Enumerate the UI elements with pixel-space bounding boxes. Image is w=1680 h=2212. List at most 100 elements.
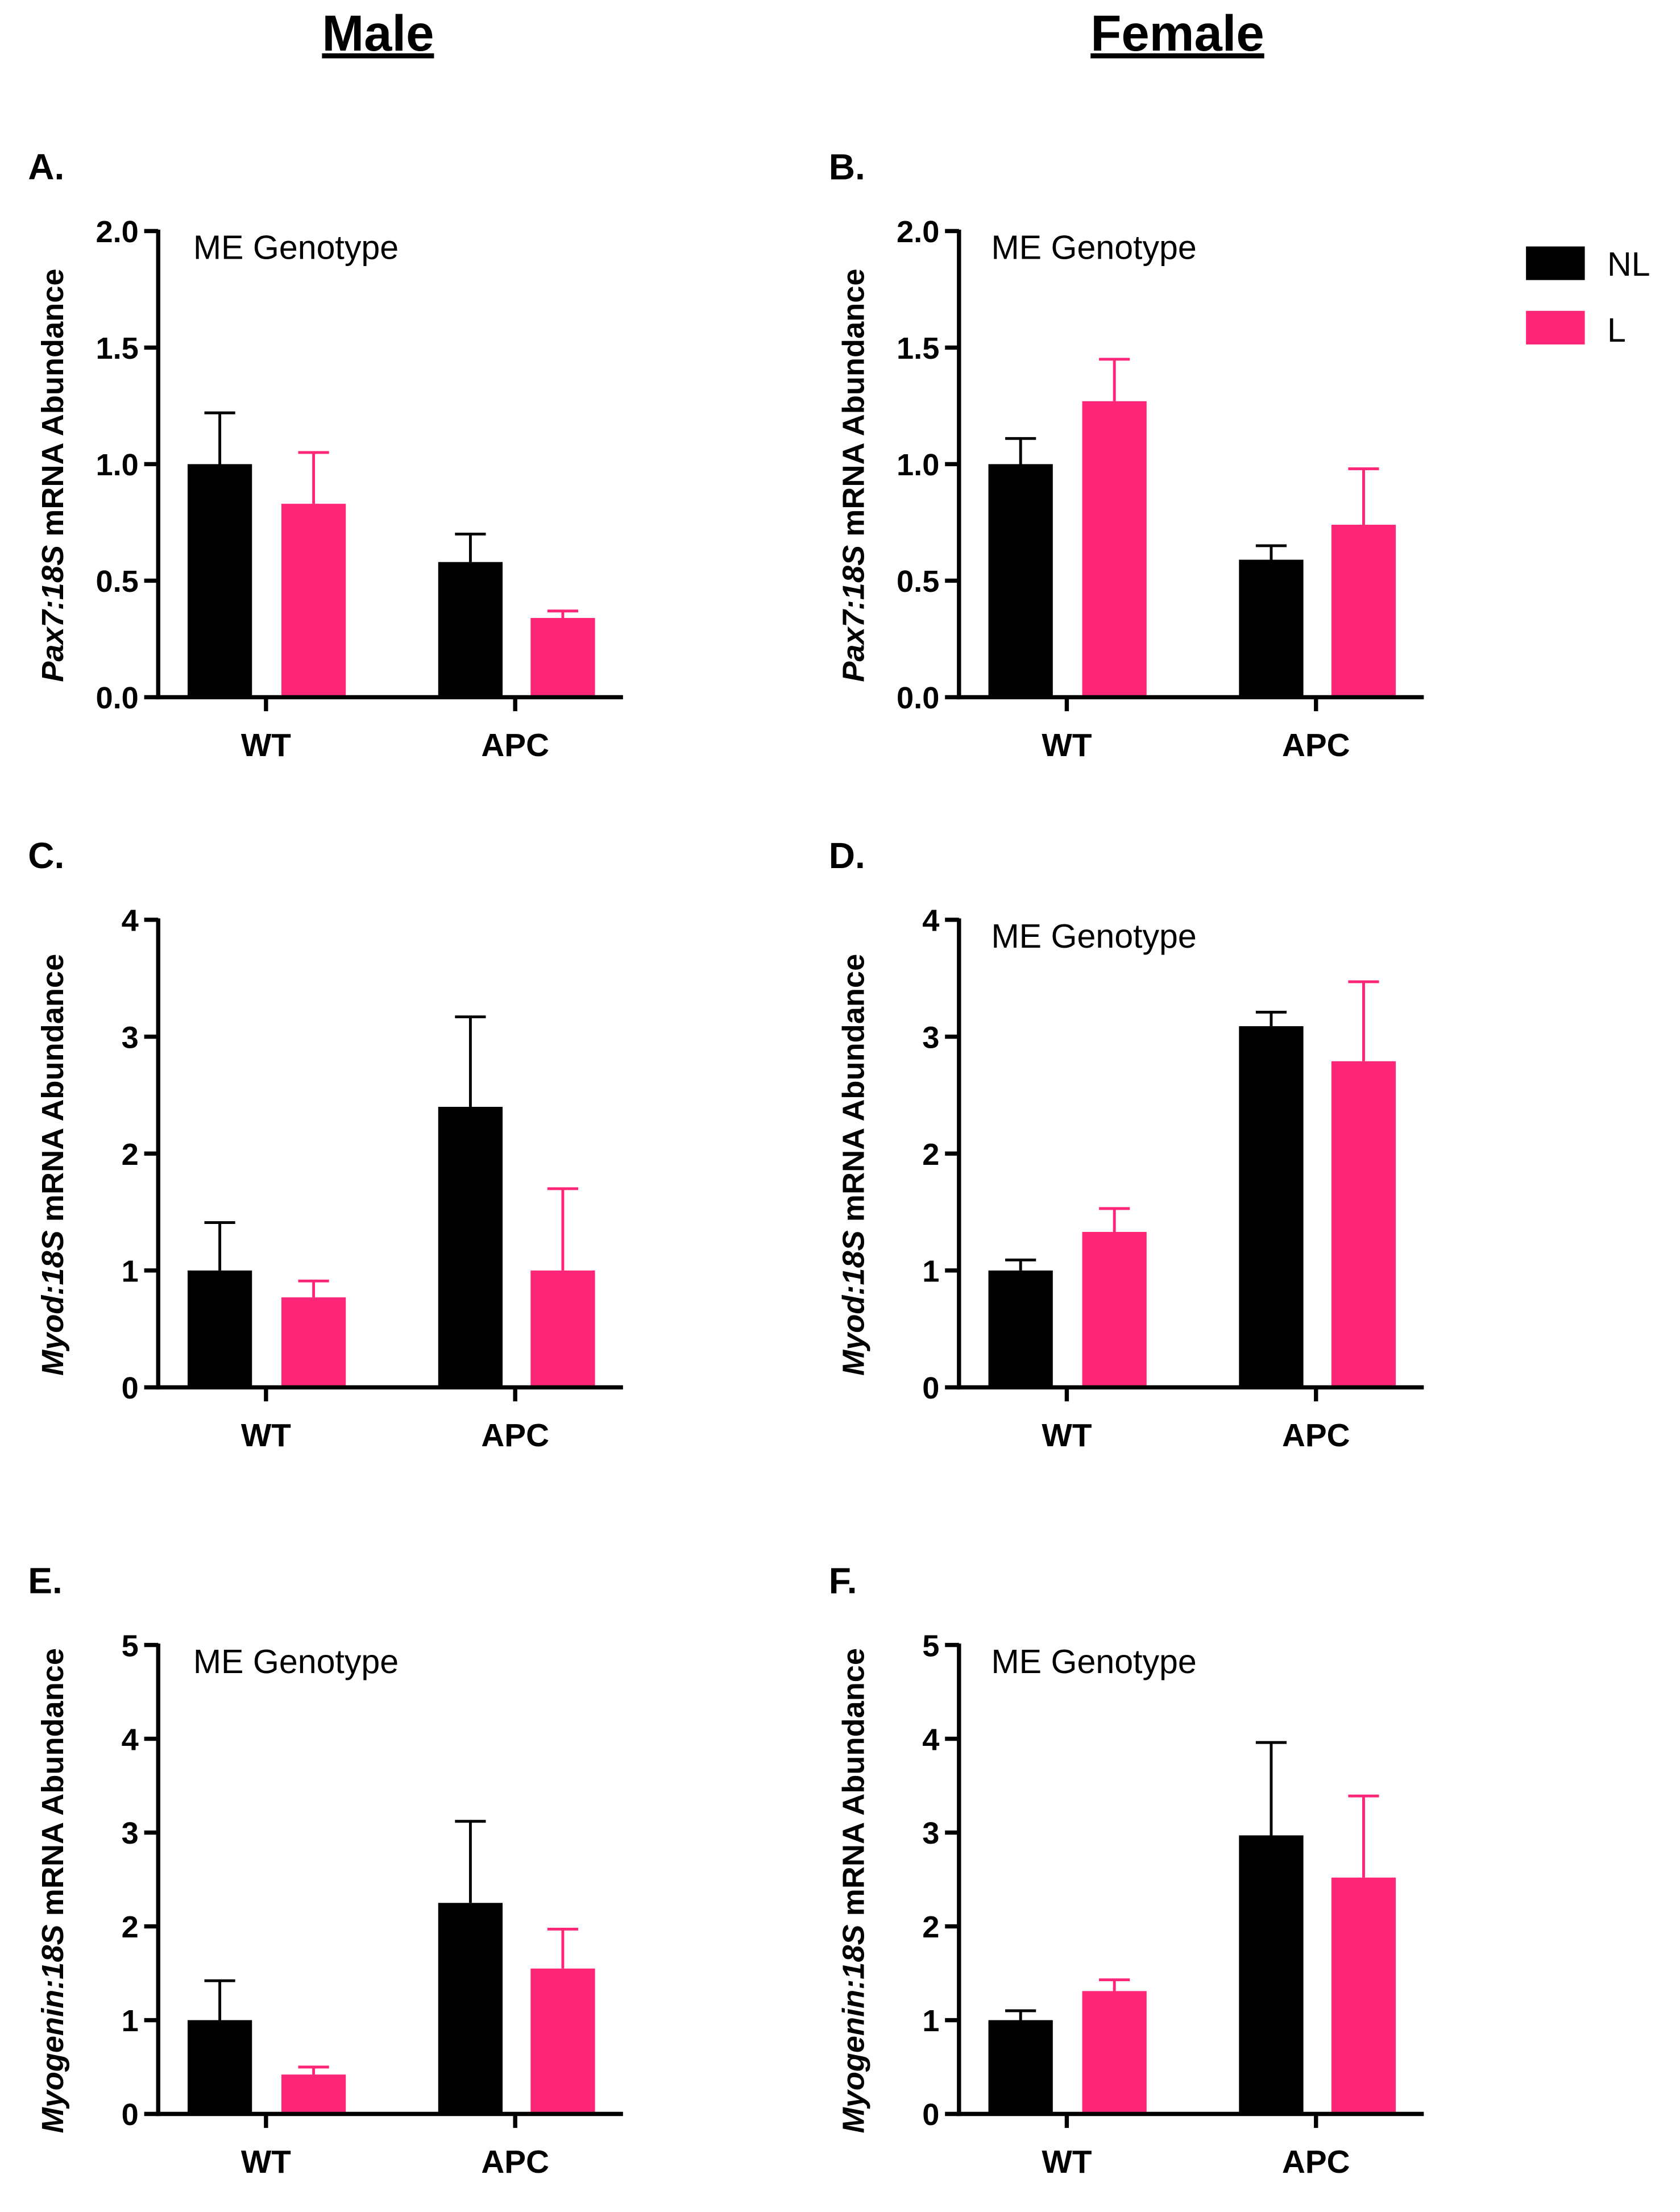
y-tick-label: 4: [122, 1723, 139, 1757]
legend-label-l: L: [1607, 311, 1626, 349]
bar-l-apc: [530, 1968, 595, 2114]
y-axis-label: Pax7:18S mRNA Abundance: [36, 268, 70, 682]
panel-d: D. Myod:18S mRNA Abundance 0 1 2 3 4 WT APC ME Ge…: [829, 835, 1424, 1454]
y-tick-label: 1.5: [897, 331, 939, 366]
y-tick-label: 0: [922, 1371, 939, 1405]
y-tick-label: 2: [922, 1910, 939, 1944]
x-tick-label: WT: [1042, 1418, 1092, 1454]
y-tick-label: 5: [122, 1629, 139, 1663]
legend-label-nl: NL: [1607, 245, 1650, 283]
y-tick-label: 1.5: [96, 331, 138, 366]
y-tick-label: 3: [922, 1020, 939, 1055]
bar-nl-apc: [438, 1106, 503, 1388]
bar-l-wt: [1082, 1231, 1147, 1388]
y-tick-label: 3: [922, 1816, 939, 1850]
x-tick-label: WT: [241, 728, 291, 763]
bar-l-apc: [530, 1270, 595, 1388]
y-tick-label: 0.5: [897, 565, 939, 599]
y-axis-label-gene: Myogenin:18S: [836, 1924, 870, 2133]
y-tick-label: 0.0: [897, 681, 939, 715]
panel-letter: A.: [28, 146, 64, 187]
y-tick-label: 1: [922, 1255, 939, 1289]
panel-c: C. Myod:18S mRNA Abundance 0 1 2 3 4 WT APC: [28, 835, 623, 1454]
x-tick-label: APC: [481, 1418, 549, 1454]
y-axis-label-rest: mRNA Abundance: [36, 268, 70, 545]
panel-letter: C.: [28, 835, 64, 876]
y-axis-label-rest: mRNA Abundance: [836, 954, 870, 1230]
x-tick-label: APC: [1282, 1418, 1350, 1454]
x-tick-label: WT: [241, 1418, 291, 1454]
y-tick-label: 0: [922, 2098, 939, 2132]
bar-l-apc: [530, 618, 595, 698]
y-tick-label: 2: [922, 1138, 939, 1172]
legend: NL L: [1526, 245, 1650, 349]
y-tick-label: 1: [922, 2004, 939, 2038]
legend-swatch-l: [1526, 310, 1585, 345]
panel-letter: B.: [829, 146, 865, 187]
y-tick-label: 2.0: [897, 215, 939, 249]
panel-letter: E.: [28, 1560, 62, 1601]
bar-nl-apc: [438, 1903, 503, 2114]
annotation-me-genotype: ME Genotype: [991, 1642, 1196, 1680]
y-axis-label-gene: Pax7:18S: [836, 545, 870, 682]
x-tick-label: APC: [481, 2144, 549, 2180]
y-axis-label-rest: mRNA Abundance: [36, 954, 70, 1230]
y-tick-label: 0.0: [96, 681, 138, 715]
x-tick-label: APC: [481, 728, 549, 763]
bar-l-wt: [281, 504, 346, 698]
bar-nl-wt: [988, 2020, 1053, 2114]
y-tick-label: 2: [122, 1138, 139, 1172]
x-tick-label: WT: [1042, 2144, 1092, 2180]
x-tick-label: WT: [241, 2144, 291, 2180]
y-tick-label: 3: [122, 1020, 139, 1055]
panel-a: A. Pax7:18S mRNA Abundance 0.0 0.5 1.0 1.5 2.0…: [28, 146, 623, 763]
bar-l-apc: [1331, 1877, 1396, 2114]
column-title-male: Male: [322, 5, 434, 61]
x-tick-label: APC: [1282, 728, 1350, 763]
y-tick-label: 1.0: [96, 448, 138, 482]
y-tick-label: 2.0: [96, 215, 138, 249]
panel-f: F. Myogenin:18S mRNA Abundance 0 1 2 3 4 5 WT APC…: [829, 1560, 1424, 2180]
y-axis-label: Myogenin:18S mRNA Abundance: [36, 1648, 70, 2134]
y-tick-label: 1.0: [897, 448, 939, 482]
annotation-me-genotype: ME Genotype: [193, 229, 399, 267]
annotation-me-genotype: ME Genotype: [991, 229, 1196, 267]
panel-letter: F.: [829, 1560, 857, 1601]
y-tick-label: 4: [922, 1723, 939, 1757]
bar-l-apc: [1331, 1061, 1396, 1388]
y-tick-label: 0: [122, 1371, 139, 1405]
y-axis-label-gene: Pax7:18S: [36, 545, 70, 682]
bar-nl-wt: [187, 2020, 252, 2114]
bar-nl-apc: [1239, 1026, 1304, 1388]
bar-nl-wt: [988, 464, 1053, 698]
y-tick-label: 0: [122, 2098, 139, 2132]
panel-e: E. Myogenin:18S mRNA Abundance 0 1 2 3 4 5 WT APC…: [28, 1560, 623, 2180]
bar-nl-apc: [1239, 1835, 1304, 2114]
y-axis-label-gene: Myod:18S: [836, 1230, 870, 1376]
bar-nl-apc: [1239, 559, 1304, 698]
bar-l-apc: [1331, 525, 1396, 698]
y-axis-label-rest: mRNA Abundance: [836, 1648, 870, 1924]
y-tick-label: 3: [122, 1816, 139, 1850]
bar-l-wt: [281, 2074, 346, 2114]
y-axis-label: Myod:18S mRNA Abundance: [836, 954, 870, 1376]
legend-swatch-nl: [1526, 246, 1585, 280]
bar-l-wt: [281, 1297, 346, 1388]
annotation-me-genotype: ME Genotype: [991, 917, 1196, 955]
y-tick-label: 4: [122, 904, 139, 938]
bar-nl-apc: [438, 562, 503, 698]
bar-nl-wt: [187, 1270, 252, 1388]
panel-b: B. Pax7:18S mRNA Abundance 0.0 0.5 1.0 1.5 2.0…: [829, 146, 1424, 763]
bar-l-wt: [1082, 1991, 1147, 2114]
bar-nl-wt: [187, 464, 252, 698]
y-axis-label: Myogenin:18S mRNA Abundance: [836, 1648, 870, 2134]
y-tick-label: 5: [922, 1629, 939, 1663]
y-axis-label-gene: Myod:18S: [36, 1230, 70, 1376]
y-axis-label-rest: mRNA Abundance: [36, 1648, 70, 1924]
y-tick-label: 1: [122, 1255, 139, 1289]
y-tick-label: 1: [122, 2004, 139, 2038]
y-axis-label-gene: Myogenin:18S: [36, 1924, 70, 2133]
bar-l-wt: [1082, 401, 1147, 698]
x-tick-label: WT: [1042, 728, 1092, 763]
